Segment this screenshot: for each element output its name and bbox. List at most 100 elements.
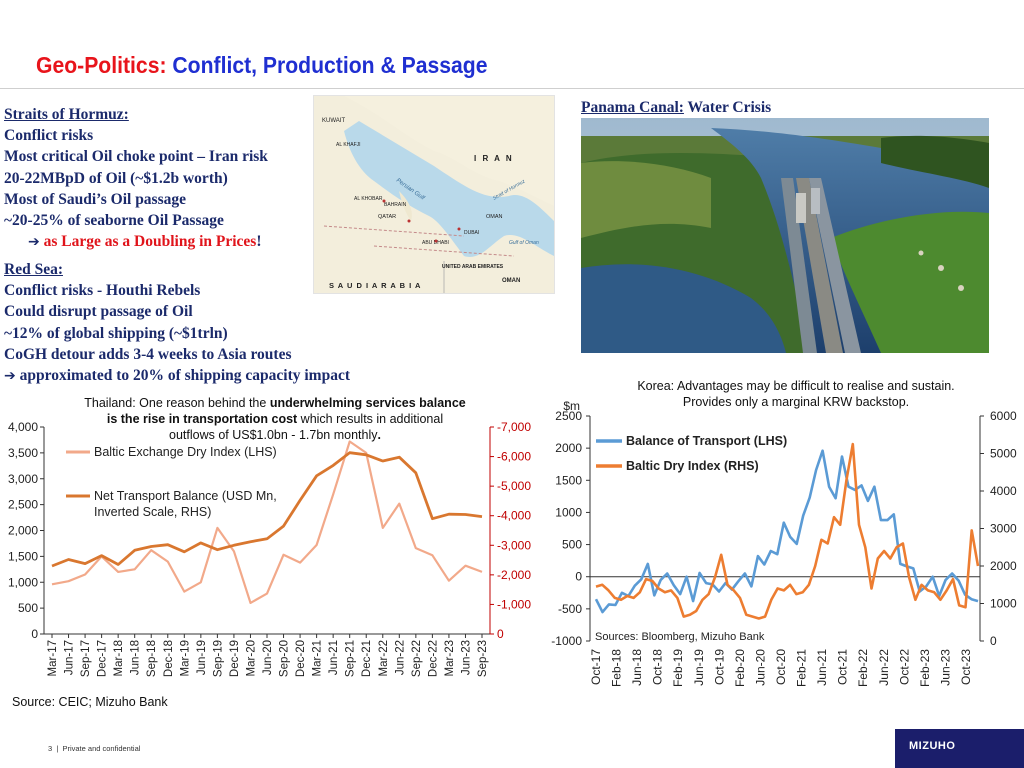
thailand-chart: 0 500 1,000 1,500 2,000 2,500 3,000 3,500 4,000 0…: [8, 420, 531, 677]
x-tick-label: Dec-20: [295, 640, 307, 677]
panama-canal-photo-svg: [581, 118, 989, 353]
korea-chart-title: Korea: Advantages may be difficult to re…: [637, 379, 955, 409]
x-tick-label: Jun-22: [394, 640, 406, 675]
korea-chart: $m -1000 -500 0 500 1000 1500 2000 2500 0 1000 2000…: [551, 399, 1017, 687]
left-tick-label: 1,000: [8, 575, 38, 589]
series-line-1: [594, 449, 979, 614]
left-tick-label: 500: [18, 601, 38, 615]
left-tick-label: 0: [575, 570, 582, 584]
arrow-right-icon: ➔: [28, 234, 40, 251]
redsea-line: Conflict risks - Houthi Rebels: [4, 282, 201, 300]
left-tick-label: 4,000: [8, 420, 38, 434]
x-tick-label: Feb-19: [671, 649, 685, 687]
footer: 3 | Private and confidential: [48, 744, 141, 753]
hormuz-map: KUWAIT AL KHAFJI I R A N Persian Gulf QA…: [313, 95, 555, 294]
hormuz-line: Conflict risks: [4, 127, 94, 145]
left-tick-label: -1000: [551, 634, 582, 648]
hormuz-line: Most of Saudi’s Oil passage: [4, 190, 187, 208]
right-tick-label: -3,000: [497, 538, 531, 552]
hormuz-map-svg: KUWAIT AL KHAFJI I R A N Persian Gulf QA…: [314, 96, 554, 293]
hormuz-block: Straits of Hormuz: Conflict risks Most c…: [4, 104, 268, 253]
left-tick-label: 1,500: [8, 549, 38, 563]
right-tick-label: -1,000: [497, 597, 531, 611]
map-label: Gulf of Oman: [509, 240, 539, 246]
x-tick-label: Dec-21: [361, 640, 373, 677]
right-tick-label: 6000: [990, 409, 1017, 423]
right-tick-label: -6,000: [497, 450, 531, 464]
page-number: 3: [48, 744, 53, 753]
left-tick-label: 1500: [555, 473, 582, 487]
right-tick-label: 4000: [990, 484, 1017, 498]
legend-label-1: Balance of Transport (LHS): [626, 434, 787, 448]
map-label: KUWAIT: [322, 118, 345, 124]
series-line-2: [51, 451, 483, 568]
chart-source: Sources: Bloomberg, Mizuho Bank: [595, 631, 765, 643]
left-tick-label: 500: [562, 538, 582, 552]
x-tick-label: Feb-20: [733, 649, 747, 687]
x-tick-label: Feb-21: [795, 649, 809, 687]
confidential-note: Private and confidential: [62, 744, 141, 753]
left-tick-label: 2000: [555, 441, 582, 455]
x-tick-label: Jun-21: [815, 649, 829, 686]
x-tick-label: Oct-23: [959, 649, 973, 685]
x-tick-label: Mar-18: [113, 640, 125, 676]
thailand-chart-title: Thailand: One reason behind the underwhe…: [84, 396, 466, 442]
right-tick-label: 2000: [990, 559, 1017, 573]
legend-label-2a: Net Transport Balance (USD Mn,: [94, 489, 277, 503]
map-marker: [407, 219, 411, 223]
x-tick-label: Mar-22: [378, 640, 390, 676]
map-label: QATAR: [378, 214, 396, 220]
series-line-2: [595, 442, 980, 620]
x-tick-label: Jun-20: [262, 640, 274, 675]
title-divider: [0, 88, 1024, 89]
hormuz-line: Most critical Oil choke point – Iran ris…: [4, 148, 268, 166]
legend-label-2: Baltic Dry Index (RHS): [626, 459, 759, 473]
left-tick-label: 3,500: [8, 446, 38, 460]
left-tick-label: -500: [558, 602, 582, 616]
x-tick-label: Oct-22: [897, 649, 911, 685]
right-tick-label: -7,000: [497, 420, 531, 434]
x-tick-label: Oct-20: [774, 649, 788, 685]
left-tick-label: 0: [31, 627, 38, 641]
x-tick-label: Dec-22: [427, 640, 439, 677]
x-tick-label: Jun-21: [328, 640, 340, 675]
map-marker: [434, 239, 438, 243]
arrow-right-icon: ➔: [4, 368, 16, 385]
x-tick-label: Jun-19: [692, 649, 706, 686]
map-label: I R A N: [474, 154, 514, 163]
right-tick-label: -2,000: [497, 568, 531, 582]
panama-heading: Panama Canal: Water Crisis: [581, 99, 772, 116]
left-tick-label: 3,000: [8, 472, 38, 486]
map-label: S A U D I A R A B I A: [329, 281, 421, 290]
x-tick-label: Jun-20: [753, 649, 767, 686]
x-tick-label: Jun-18: [130, 640, 142, 675]
redsea-heading: Red Sea:: [4, 261, 63, 278]
x-tick-label: Sep-20: [279, 640, 291, 677]
x-tick-label: Mar-23: [444, 640, 456, 676]
legend-label-1: Baltic Exchange Dry Index (LHS): [94, 445, 277, 459]
x-tick-label: Oct-17: [589, 649, 603, 685]
mizuho-logo: MIZUHO: [895, 729, 1024, 768]
x-tick-label: Oct-21: [836, 649, 850, 685]
x-tick-label: Mar-17: [47, 640, 59, 676]
right-tick-label: 0: [497, 627, 504, 641]
hormuz-line: 20-22MBpD of Oil (~$1.2b worth): [4, 169, 228, 187]
redsea-conclusion: ➔ approximated to 20% of shipping capaci…: [4, 367, 351, 385]
redsea-line: ~12% of global shipping (~$1trln): [4, 324, 228, 342]
map-label: ABU DHABI: [422, 240, 449, 246]
x-tick-label: Dec-18: [163, 640, 175, 677]
x-tick-label: Sep-18: [146, 640, 158, 677]
x-tick-label: Jun-23: [938, 649, 952, 686]
x-tick-label: Jun-18: [630, 649, 644, 686]
redsea-block: Red Sea: Conflict risks - Houthi Rebels …: [4, 259, 350, 387]
hormuz-conclusion: ➔ as Large as a Doubling in Prices!: [28, 233, 262, 251]
map-marker: [457, 227, 461, 231]
x-tick-label: Mar-21: [312, 640, 324, 676]
map-label: OMAN: [502, 278, 520, 284]
x-tick-label: Sep-17: [80, 640, 92, 677]
x-tick-label: Jun-22: [877, 649, 891, 686]
map-label: DUBAI: [464, 230, 479, 236]
x-tick-label: Feb-23: [918, 649, 932, 687]
map-label: AL KHOBAR: [354, 196, 383, 202]
right-tick-label: -4,000: [497, 509, 531, 523]
